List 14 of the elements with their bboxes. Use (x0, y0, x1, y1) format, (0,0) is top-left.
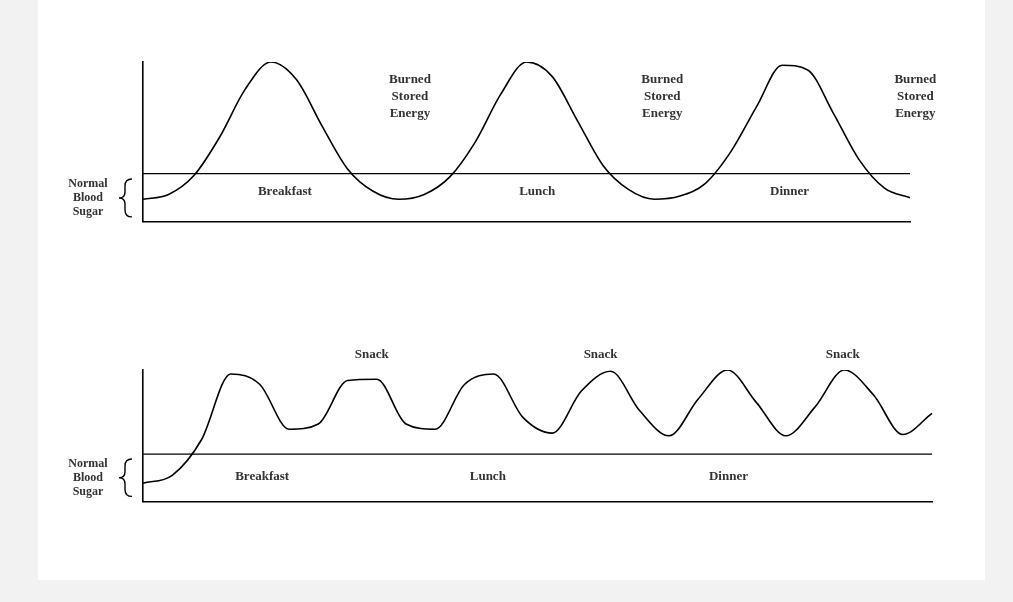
annotation: Lunch (469, 467, 507, 483)
annotation: Burned Stored Energy (641, 71, 684, 121)
ref-line-label: Normal Blood Sugar (68, 456, 109, 499)
annotation: Dinner (708, 467, 749, 483)
annotation: Breakfast (235, 467, 290, 483)
text: Snack (825, 345, 861, 361)
annotation: Dinner (770, 182, 810, 198)
text: Snack (354, 345, 390, 361)
ref-line-label: Normal Blood Sugar (68, 175, 109, 218)
annotation: Breakfast (257, 182, 313, 198)
annotation: Burned Stored Energy (388, 71, 432, 121)
text: Snack (583, 345, 619, 361)
annotation: Burned Stored Energy (894, 71, 938, 121)
annotation: Lunch (519, 182, 557, 198)
